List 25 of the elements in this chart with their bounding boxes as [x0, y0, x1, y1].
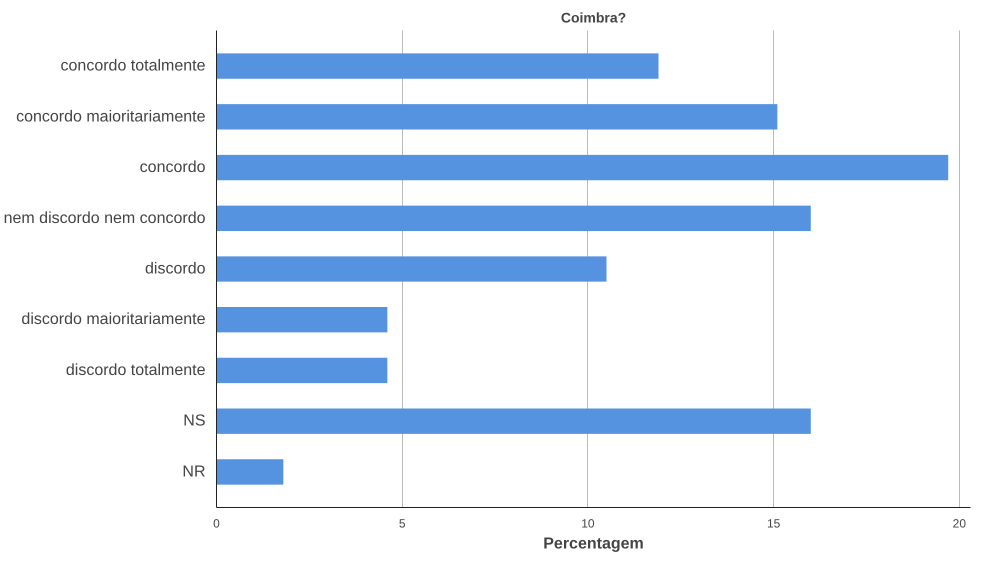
bar	[216, 206, 811, 231]
y-tick-label: concordo	[140, 159, 206, 176]
chart-title: Coimbra?	[560, 10, 626, 26]
bar	[216, 104, 778, 130]
x-tick-label: 0	[213, 516, 220, 530]
y-tick-label: discordo	[145, 260, 206, 278]
x-axis-title: Percentagem	[543, 536, 644, 552]
bar	[216, 307, 388, 332]
x-tick-label: 15	[766, 516, 781, 530]
y-tick-label: concordo maioritariamente	[16, 108, 206, 126]
y-tick-label: NR	[182, 463, 206, 480]
x-tick-label: 20	[952, 516, 966, 530]
y-tick-label: concordo totalmente	[60, 58, 206, 75]
x-tick-label: 10	[581, 516, 595, 530]
bar	[216, 408, 811, 434]
bar	[216, 358, 388, 384]
y-tick-label: NS	[183, 412, 206, 430]
y-tick-label: nem discordo nem concordo	[4, 210, 206, 227]
bar	[216, 256, 606, 282]
y-tick-label: discordo maioritariamente	[21, 311, 206, 328]
y-tick-label: discordo totalmente	[66, 362, 206, 379]
bar	[216, 53, 658, 79]
x-tick-label: 5	[398, 516, 406, 530]
bar	[216, 459, 284, 485]
bar	[216, 154, 948, 180]
